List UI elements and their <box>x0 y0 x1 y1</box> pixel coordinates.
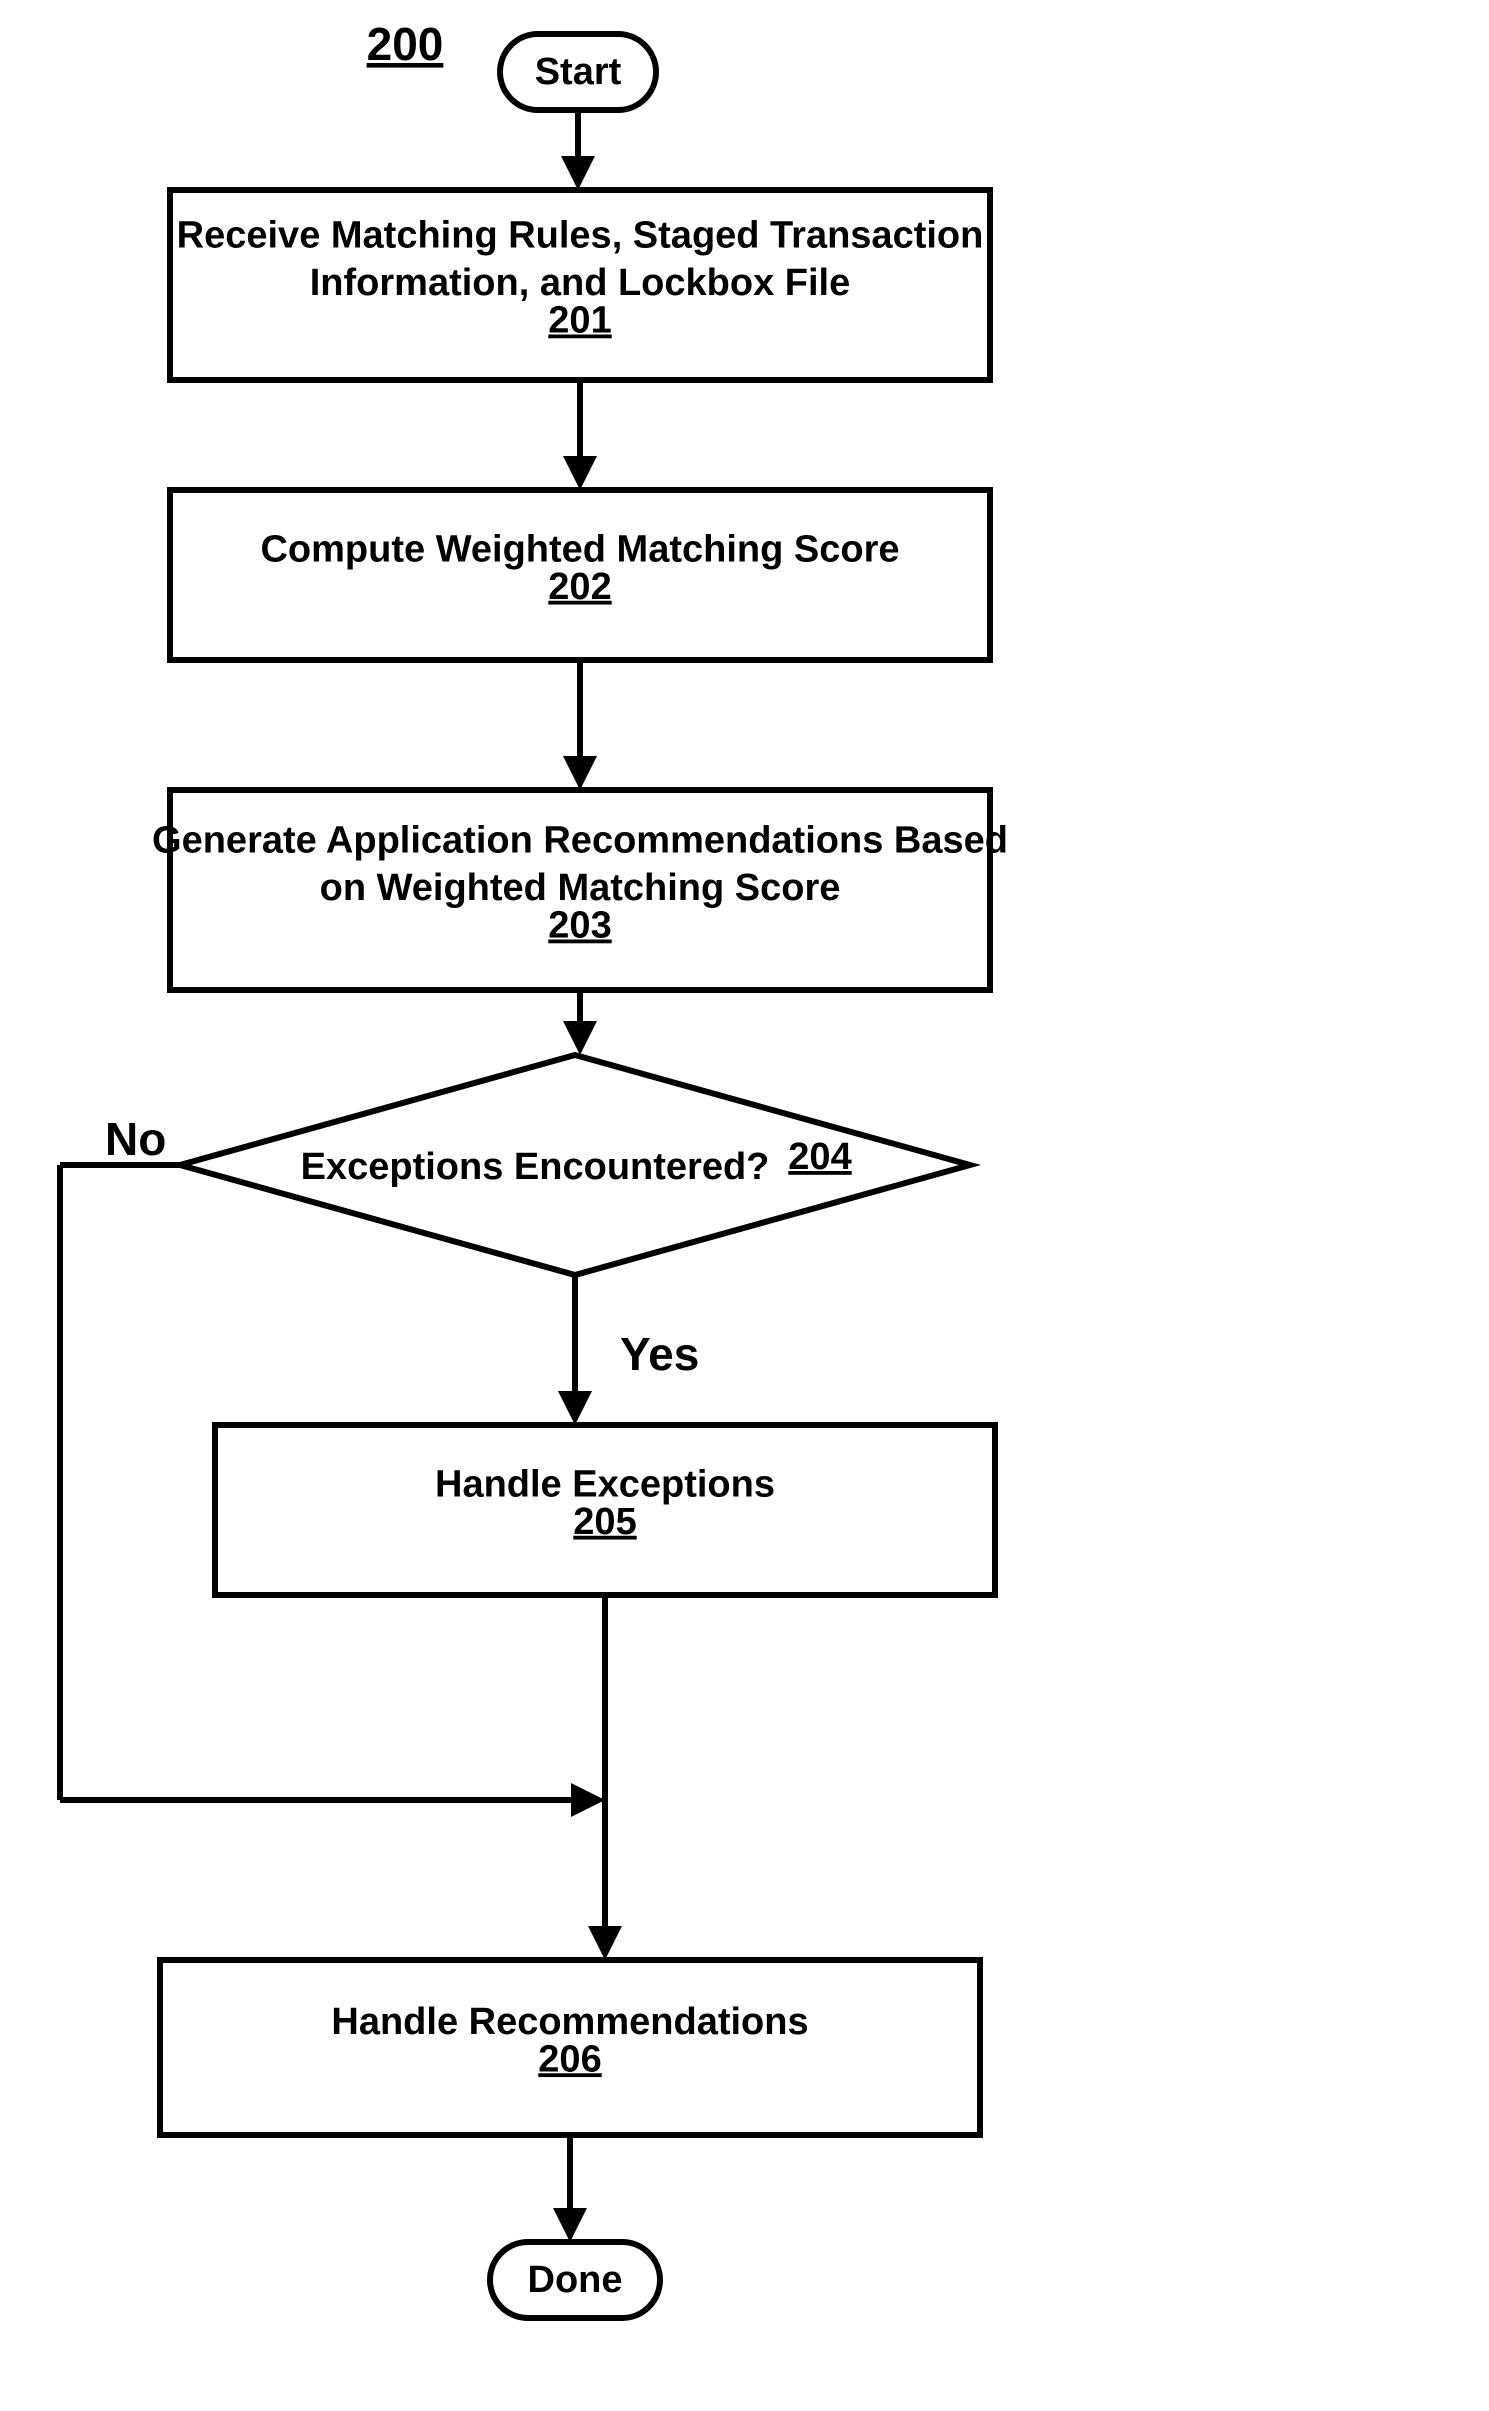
label-text: Exceptions Encountered? <box>301 1146 770 1188</box>
label-text: 206 <box>538 2038 601 2080</box>
arrowhead <box>561 156 595 190</box>
label-text: Handle Recommendations <box>331 2001 808 2043</box>
arrowhead <box>563 1021 597 1055</box>
arrowhead <box>588 1926 622 1960</box>
arrowhead <box>563 456 597 490</box>
label-text: Generate Application Recommendations Bas… <box>152 820 1008 862</box>
label-text: 204 <box>788 1136 851 1178</box>
label-text: Yes <box>620 1328 699 1380</box>
label-text: Receive Matching Rules, Staged Transacti… <box>177 215 984 257</box>
label-text: 201 <box>548 300 611 342</box>
label-text: Information, and Lockbox File <box>310 262 850 304</box>
label-text: on Weighted Matching Score <box>320 867 841 909</box>
label-text: No <box>105 1113 166 1165</box>
arrowhead <box>571 1783 605 1817</box>
arrowhead <box>558 1391 592 1425</box>
flowchart-canvas: 200 Start Receive Matching Rules, Staged T… <box>0 0 1489 2411</box>
label-text: Done <box>528 2259 623 2301</box>
arrowhead <box>563 756 597 790</box>
figure-ref: 200 <box>367 18 444 70</box>
arrowhead <box>553 2208 587 2242</box>
label-text: Start <box>535 51 622 93</box>
label-text: Compute Weighted Matching Score <box>260 528 899 570</box>
label-text: 203 <box>548 905 611 947</box>
label-text: Handle Exceptions <box>435 1463 775 1505</box>
label-text: 205 <box>573 1501 636 1543</box>
label-text: 202 <box>548 566 611 608</box>
